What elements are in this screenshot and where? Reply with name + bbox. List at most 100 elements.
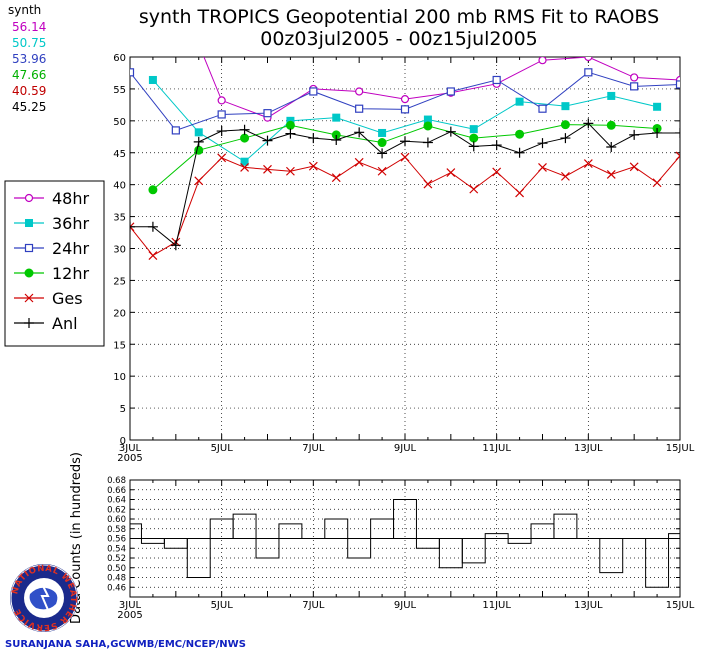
data-point [148,75,157,84]
count-bar [347,538,372,559]
series-ges [130,151,680,260]
data-point [193,136,204,147]
count-bar [438,538,463,569]
means-label: synth [8,3,41,17]
count-bar [163,538,188,549]
data-point [515,188,525,198]
data-point [147,221,158,232]
data-point [354,127,365,138]
mean-value: 40.59 [12,84,46,98]
x-tick-label: 3JUL [119,600,142,611]
legend-marker-icon [24,243,34,253]
legend: 48hr 36hr 24hr 12hr Ges Anl [4,180,105,347]
x-tick-label: 7JUL [302,443,325,454]
y-tick-label: 0.60 [107,515,126,525]
legend-marker-icon [24,268,34,278]
data-point [216,126,227,137]
chart-title: synth TROPICS Geopotential 200 mb RMS Fi… [139,6,659,28]
data-point [468,141,479,152]
data-point [400,105,410,114]
x-tick-label: 11JUL [482,443,511,454]
legend-item-36hr: 36hr [14,214,90,233]
count-bar [553,513,578,539]
data-point [130,222,135,232]
data-point [629,162,639,172]
data-point [469,184,479,194]
data-point [422,137,433,148]
data-point [377,138,387,148]
data-point [675,80,680,89]
data-point [583,118,594,129]
count-bar [415,538,440,549]
series-line [203,57,680,119]
series-anl [130,118,680,251]
data-point [148,185,158,195]
data-point [400,136,410,147]
data-point [354,157,364,167]
x-tick-label: 13JUL [574,600,603,611]
main-plot-frame [129,56,681,441]
data-point [331,134,342,145]
y-tick-label: 0.48 [107,574,126,584]
data-point [515,97,524,106]
data-point [515,129,525,139]
data-point [423,121,433,131]
series-48hr [203,57,680,122]
data-point [308,133,319,144]
data-point [675,151,680,161]
series-12hr [148,120,662,195]
data-point [584,57,593,62]
data-point [217,110,226,119]
data-point [239,124,250,135]
data-point [606,142,617,153]
lightning-icon [40,583,50,611]
y-tick-label: 20 [113,308,126,319]
x-tick-label: 7JUL [302,600,325,611]
data-point [469,133,479,143]
count-bar [599,538,624,574]
data-point [606,120,616,130]
legend-item-ges: Ges [14,289,83,308]
legend-item-48hr: 48hr [14,189,90,208]
legend-marker-icon [24,318,34,328]
y-tick-label: 0.68 [107,476,126,486]
data-point [148,251,158,260]
data-point [217,153,227,163]
data-point [538,57,547,65]
x-tick-label: 13JUL [574,443,603,454]
count-bar [255,538,280,559]
y-tick-label: 0.46 [107,583,126,593]
x-tick-year: 2005 [117,610,142,621]
data-point [537,138,548,149]
data-point [263,164,272,174]
data-point [538,104,547,113]
counts-plot: 0.460.480.500.520.540.560.580.600.620.64… [69,452,695,624]
legend-marker-icon [24,193,34,203]
series-line [152,79,658,163]
data-point [240,163,250,172]
data-point [378,128,387,137]
x-tick-year: 2005 [117,453,142,464]
y-tick-label: 50 [113,117,126,128]
legend-item-24hr: 24hr [14,239,90,258]
data-point [130,221,135,232]
legend-label: Ges [52,289,83,308]
y-tick-label: 15 [113,340,126,351]
y-tick-label: 0.56 [107,535,126,545]
data-point [331,173,341,183]
y-tick-label: 25 [113,276,126,287]
y-tick-label: 0.62 [107,505,126,515]
data-point [653,102,662,111]
count-bar [129,523,142,539]
data-point [240,157,249,166]
legend-label: 12hr [52,264,90,283]
y-tick-label: 5 [120,404,126,415]
count-bar [645,538,670,588]
data-point [630,73,639,82]
count-bar [393,499,417,539]
data-point [285,120,295,130]
count-bar [668,533,681,539]
credit-text: SURANJANA SAHA,GCWMB/EMC/NCEP/NWS [5,639,246,650]
y-tick-label: 0.52 [107,554,126,564]
